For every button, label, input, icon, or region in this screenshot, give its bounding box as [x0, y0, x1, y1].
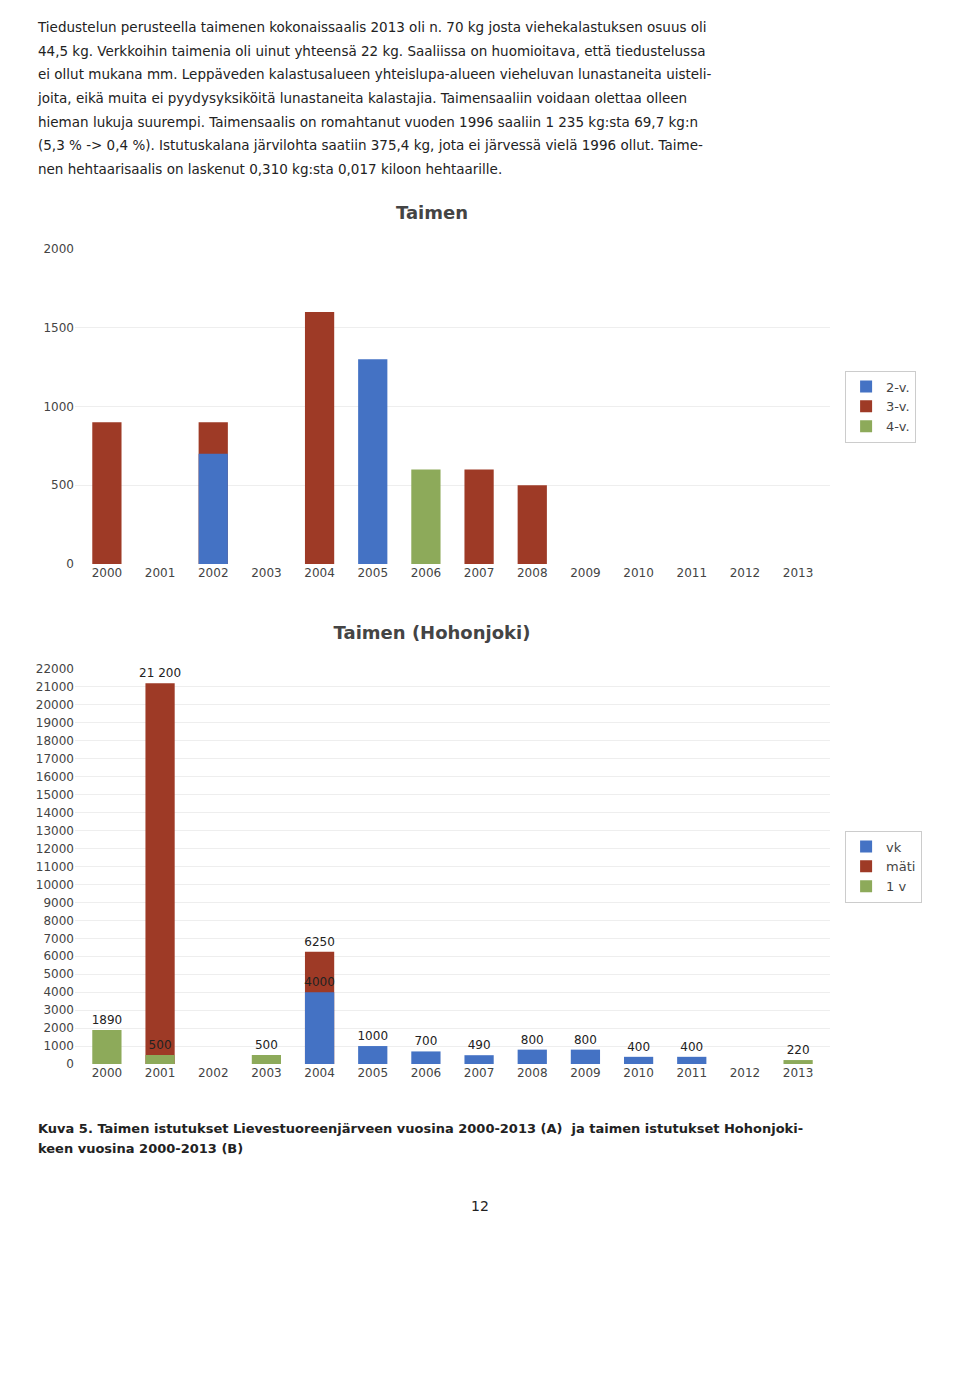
svg-text:2009: 2009	[570, 566, 601, 580]
svg-text:4000: 4000	[43, 986, 74, 1000]
svg-text:500: 500	[255, 1038, 278, 1052]
svg-text:19000: 19000	[36, 716, 74, 730]
svg-text:5000: 5000	[43, 968, 74, 982]
svg-text:3-v.: 3-v.	[886, 400, 909, 415]
svg-text:16000: 16000	[36, 770, 74, 784]
svg-text:2012: 2012	[730, 566, 761, 580]
svg-text:17000: 17000	[36, 752, 74, 766]
svg-text:1 v: 1 v	[886, 880, 906, 895]
svg-text:2002: 2002	[198, 566, 229, 580]
svg-text:2001: 2001	[145, 1066, 176, 1080]
svg-text:22000: 22000	[36, 663, 74, 677]
svg-text:2008: 2008	[517, 1066, 548, 1080]
svg-text:2-v.: 2-v.	[886, 380, 909, 395]
svg-text:6250: 6250	[304, 935, 335, 949]
svg-text:2000: 2000	[92, 1066, 123, 1080]
svg-text:4000: 4000	[304, 976, 335, 990]
svg-text:2007: 2007	[464, 566, 495, 580]
svg-text:Taimen: Taimen	[396, 202, 468, 223]
svg-text:220: 220	[787, 1043, 810, 1057]
html-text:12: 12	[471, 1198, 489, 1215]
svg-text:10000: 10000	[36, 878, 74, 892]
svg-text:1000: 1000	[43, 400, 74, 414]
svg-text:2005: 2005	[357, 566, 388, 580]
svg-text:14000: 14000	[36, 806, 74, 820]
svg-text:4-v.: 4-v.	[886, 420, 909, 435]
svg-text:2003: 2003	[251, 1066, 282, 1080]
svg-text:13000: 13000	[36, 824, 74, 838]
svg-text:15000: 15000	[36, 788, 74, 802]
svg-text:vk: vk	[886, 840, 902, 855]
svg-text:1000: 1000	[43, 1040, 74, 1054]
svg-text:1500: 1500	[43, 321, 74, 335]
svg-text:18000: 18000	[36, 734, 74, 748]
svg-text:2000: 2000	[92, 566, 123, 580]
svg-text:800: 800	[574, 1033, 597, 1047]
svg-text:2005: 2005	[357, 1066, 388, 1080]
svg-text:Taimen (Hohonjoki): Taimen (Hohonjoki)	[334, 622, 531, 643]
svg-text:2006: 2006	[411, 1066, 442, 1080]
svg-text:2007: 2007	[464, 1066, 495, 1080]
svg-text:500: 500	[149, 1038, 172, 1052]
svg-text:7000: 7000	[43, 932, 74, 946]
html-text:Tiedustelun perusteella taimen: Tiedustelun perusteella taimenen kokonai…	[38, 19, 712, 177]
svg-text:400: 400	[680, 1040, 703, 1054]
svg-text:2008: 2008	[517, 566, 548, 580]
svg-text:8000: 8000	[43, 914, 74, 928]
svg-text:1890: 1890	[92, 1013, 123, 1027]
svg-text:2004: 2004	[304, 566, 335, 580]
svg-text:2010: 2010	[623, 566, 654, 580]
svg-text:400: 400	[627, 1040, 650, 1054]
svg-text:11000: 11000	[36, 860, 74, 874]
svg-text:9000: 9000	[43, 896, 74, 910]
svg-text:800: 800	[521, 1033, 544, 1047]
svg-text:2010: 2010	[623, 1066, 654, 1080]
svg-text:3000: 3000	[43, 1004, 74, 1018]
svg-text:2013: 2013	[783, 566, 814, 580]
svg-text:mäti: mäti	[886, 860, 915, 875]
svg-text:1000: 1000	[357, 1029, 388, 1043]
svg-text:2000: 2000	[43, 1022, 74, 1036]
svg-text:2011: 2011	[676, 1066, 707, 1080]
svg-text:500: 500	[51, 479, 74, 493]
svg-text:2013: 2013	[783, 1066, 814, 1080]
svg-text:2002: 2002	[198, 1066, 229, 1080]
svg-text:2001: 2001	[145, 566, 176, 580]
svg-text:2012: 2012	[730, 1066, 761, 1080]
svg-text:21000: 21000	[36, 681, 74, 695]
svg-text:2003: 2003	[251, 566, 282, 580]
svg-text:2000: 2000	[43, 243, 74, 257]
svg-text:2009: 2009	[570, 1066, 601, 1080]
svg-text:700: 700	[414, 1035, 437, 1049]
svg-text:21 200: 21 200	[139, 667, 181, 681]
svg-text:490: 490	[468, 1039, 491, 1053]
svg-text:2004: 2004	[304, 1066, 335, 1080]
svg-text:12000: 12000	[36, 842, 74, 856]
svg-text:0: 0	[66, 1058, 74, 1072]
html-text:Kuva 5. Taimen istutukset Liev: Kuva 5. Taimen istutukset Lievestuoreenj…	[38, 1121, 804, 1156]
svg-text:0: 0	[66, 558, 74, 572]
svg-text:2006: 2006	[411, 566, 442, 580]
svg-text:6000: 6000	[43, 950, 74, 964]
svg-text:20000: 20000	[36, 698, 74, 712]
svg-text:2011: 2011	[676, 566, 707, 580]
